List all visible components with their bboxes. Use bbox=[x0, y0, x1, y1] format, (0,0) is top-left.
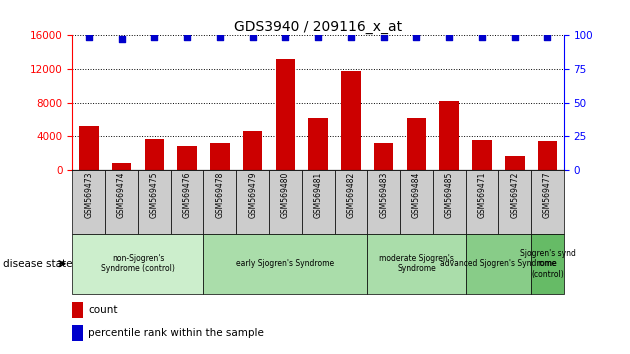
Bar bbox=[466, 170, 498, 234]
Bar bbox=[308, 118, 328, 170]
Bar bbox=[72, 234, 203, 294]
Bar bbox=[144, 139, 164, 170]
Bar bbox=[472, 139, 492, 170]
Point bbox=[215, 34, 225, 40]
Point bbox=[510, 34, 520, 40]
Text: moderate Sjogren's
Syndrome: moderate Sjogren's Syndrome bbox=[379, 254, 454, 273]
Bar bbox=[177, 147, 197, 170]
Bar bbox=[112, 163, 132, 170]
Text: disease state: disease state bbox=[3, 259, 72, 269]
Text: GSM569471: GSM569471 bbox=[478, 172, 486, 218]
Bar bbox=[203, 234, 367, 294]
Point bbox=[248, 34, 258, 40]
Text: GSM569484: GSM569484 bbox=[412, 172, 421, 218]
Point bbox=[149, 34, 159, 40]
Bar bbox=[367, 170, 400, 234]
Bar bbox=[498, 170, 531, 234]
Point bbox=[117, 36, 127, 42]
Text: GSM569474: GSM569474 bbox=[117, 172, 126, 218]
Bar bbox=[203, 170, 236, 234]
Point bbox=[182, 34, 192, 40]
Bar bbox=[466, 234, 531, 294]
Bar bbox=[138, 170, 171, 234]
Bar bbox=[79, 126, 99, 170]
Bar bbox=[439, 101, 459, 170]
Bar bbox=[72, 302, 83, 318]
Bar bbox=[105, 170, 138, 234]
Bar bbox=[406, 118, 427, 170]
Point bbox=[379, 34, 389, 40]
Text: Sjogren's synd
rome
(control): Sjogren's synd rome (control) bbox=[520, 249, 575, 279]
Bar bbox=[341, 71, 361, 170]
Point bbox=[411, 34, 421, 40]
Point bbox=[313, 34, 323, 40]
Bar bbox=[243, 131, 263, 170]
Point bbox=[477, 34, 487, 40]
Point bbox=[444, 34, 454, 40]
Point bbox=[542, 34, 553, 40]
Title: GDS3940 / 209116_x_at: GDS3940 / 209116_x_at bbox=[234, 21, 402, 34]
Point bbox=[280, 34, 290, 40]
Text: GSM569483: GSM569483 bbox=[379, 172, 388, 218]
Bar bbox=[72, 325, 83, 341]
Text: GSM569473: GSM569473 bbox=[84, 172, 93, 218]
Text: advanced Sjogren's Syndrome: advanced Sjogren's Syndrome bbox=[440, 259, 556, 268]
Bar bbox=[433, 170, 466, 234]
Text: GSM569472: GSM569472 bbox=[510, 172, 519, 218]
Text: GSM569482: GSM569482 bbox=[346, 172, 355, 218]
Text: GSM569476: GSM569476 bbox=[183, 172, 192, 218]
Point bbox=[346, 34, 356, 40]
Text: percentile rank within the sample: percentile rank within the sample bbox=[88, 328, 264, 338]
Text: GSM569477: GSM569477 bbox=[543, 172, 552, 218]
Text: GSM569478: GSM569478 bbox=[215, 172, 224, 218]
Text: GSM569479: GSM569479 bbox=[248, 172, 257, 218]
Bar bbox=[537, 141, 558, 170]
Text: GSM569475: GSM569475 bbox=[150, 172, 159, 218]
Bar bbox=[269, 170, 302, 234]
Bar bbox=[531, 170, 564, 234]
Bar bbox=[302, 170, 335, 234]
Bar bbox=[335, 170, 367, 234]
Bar bbox=[171, 170, 203, 234]
Text: GSM569481: GSM569481 bbox=[314, 172, 323, 218]
Point bbox=[84, 34, 94, 40]
Text: count: count bbox=[88, 305, 118, 315]
Text: GSM569485: GSM569485 bbox=[445, 172, 454, 218]
Bar bbox=[236, 170, 269, 234]
Bar bbox=[505, 156, 525, 170]
Bar bbox=[72, 170, 105, 234]
Bar bbox=[531, 234, 564, 294]
Text: non-Sjogren's
Syndrome (control): non-Sjogren's Syndrome (control) bbox=[101, 254, 175, 273]
Text: GSM569480: GSM569480 bbox=[281, 172, 290, 218]
Text: early Sjogren's Syndrome: early Sjogren's Syndrome bbox=[236, 259, 335, 268]
Bar bbox=[400, 170, 433, 234]
Bar bbox=[210, 143, 230, 170]
Bar bbox=[367, 234, 466, 294]
Bar bbox=[275, 59, 295, 170]
Bar bbox=[374, 143, 394, 170]
